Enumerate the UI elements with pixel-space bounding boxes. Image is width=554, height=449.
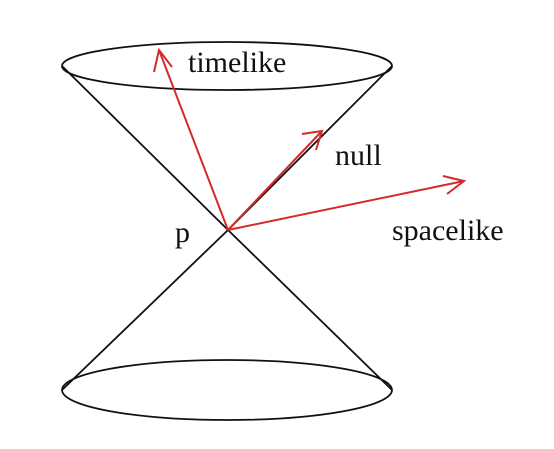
future-cone-left-edge [61,65,229,231]
past-cone-rim [61,359,393,421]
past-cone-right-edge [227,229,393,391]
timelike-vector [153,47,229,231]
null-vector [227,129,324,231]
event-p-label: p [175,216,190,249]
null-label: null [335,139,382,172]
spacelike-vector [227,175,467,231]
timelike-label: timelike [188,46,286,79]
future-cone-right-edge [227,65,393,231]
spacelike-label: spacelike [392,214,504,247]
past-cone-left-edge [61,229,229,391]
